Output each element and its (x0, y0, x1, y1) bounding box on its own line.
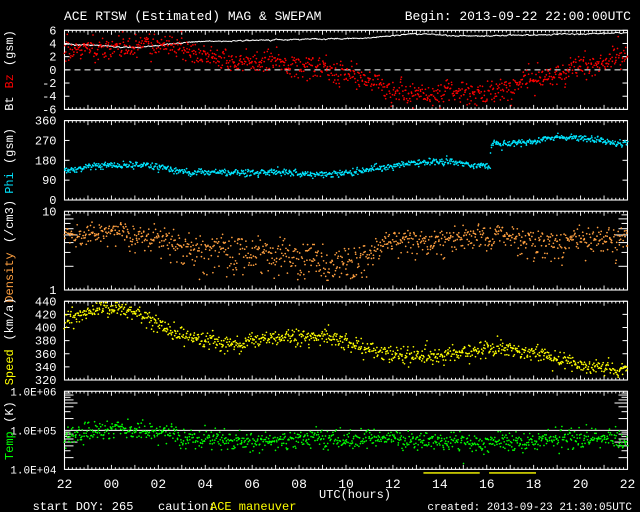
svg-text:0: 0 (49, 64, 56, 78)
svg-text:360: 360 (35, 348, 57, 362)
svg-text:4: 4 (49, 37, 56, 51)
svg-text:(gsm): (gsm) (3, 128, 17, 164)
svg-text:(/cm3): (/cm3) (3, 200, 17, 243)
svg-text:-2: -2 (42, 77, 56, 91)
svg-text:Bt: Bt (3, 96, 17, 110)
svg-text:6: 6 (49, 24, 56, 38)
svg-text:320: 320 (35, 374, 57, 388)
svg-text:Speed: Speed (3, 349, 17, 385)
svg-text:440: 440 (35, 295, 57, 309)
svg-text:90: 90 (42, 174, 56, 188)
svg-text:(gsm): (gsm) (3, 30, 17, 66)
svg-text:420: 420 (35, 308, 57, 322)
svg-text:Phi: Phi (3, 172, 17, 194)
svg-text:180: 180 (35, 154, 57, 168)
svg-text:-4: -4 (42, 90, 56, 104)
svg-text:10: 10 (42, 205, 56, 219)
svg-text:360: 360 (35, 115, 57, 129)
svg-text:340: 340 (35, 361, 57, 375)
svg-text:(km/a): (km/a) (3, 297, 17, 340)
svg-text:ACE RTSW (Estimated) MAG & SWE: ACE RTSW (Estimated) MAG & SWEPAM (64, 9, 321, 24)
svg-text:Bz: Bz (3, 74, 17, 88)
svg-text:270: 270 (35, 134, 57, 148)
svg-text:2: 2 (49, 51, 56, 65)
svg-text:380: 380 (35, 335, 57, 349)
svg-text:Begin: 2013-09-22 22:00:00UTC: Begin: 2013-09-22 22:00:00UTC (405, 9, 631, 24)
svg-text:400: 400 (35, 322, 57, 336)
svg-text:Density: Density (3, 252, 17, 302)
